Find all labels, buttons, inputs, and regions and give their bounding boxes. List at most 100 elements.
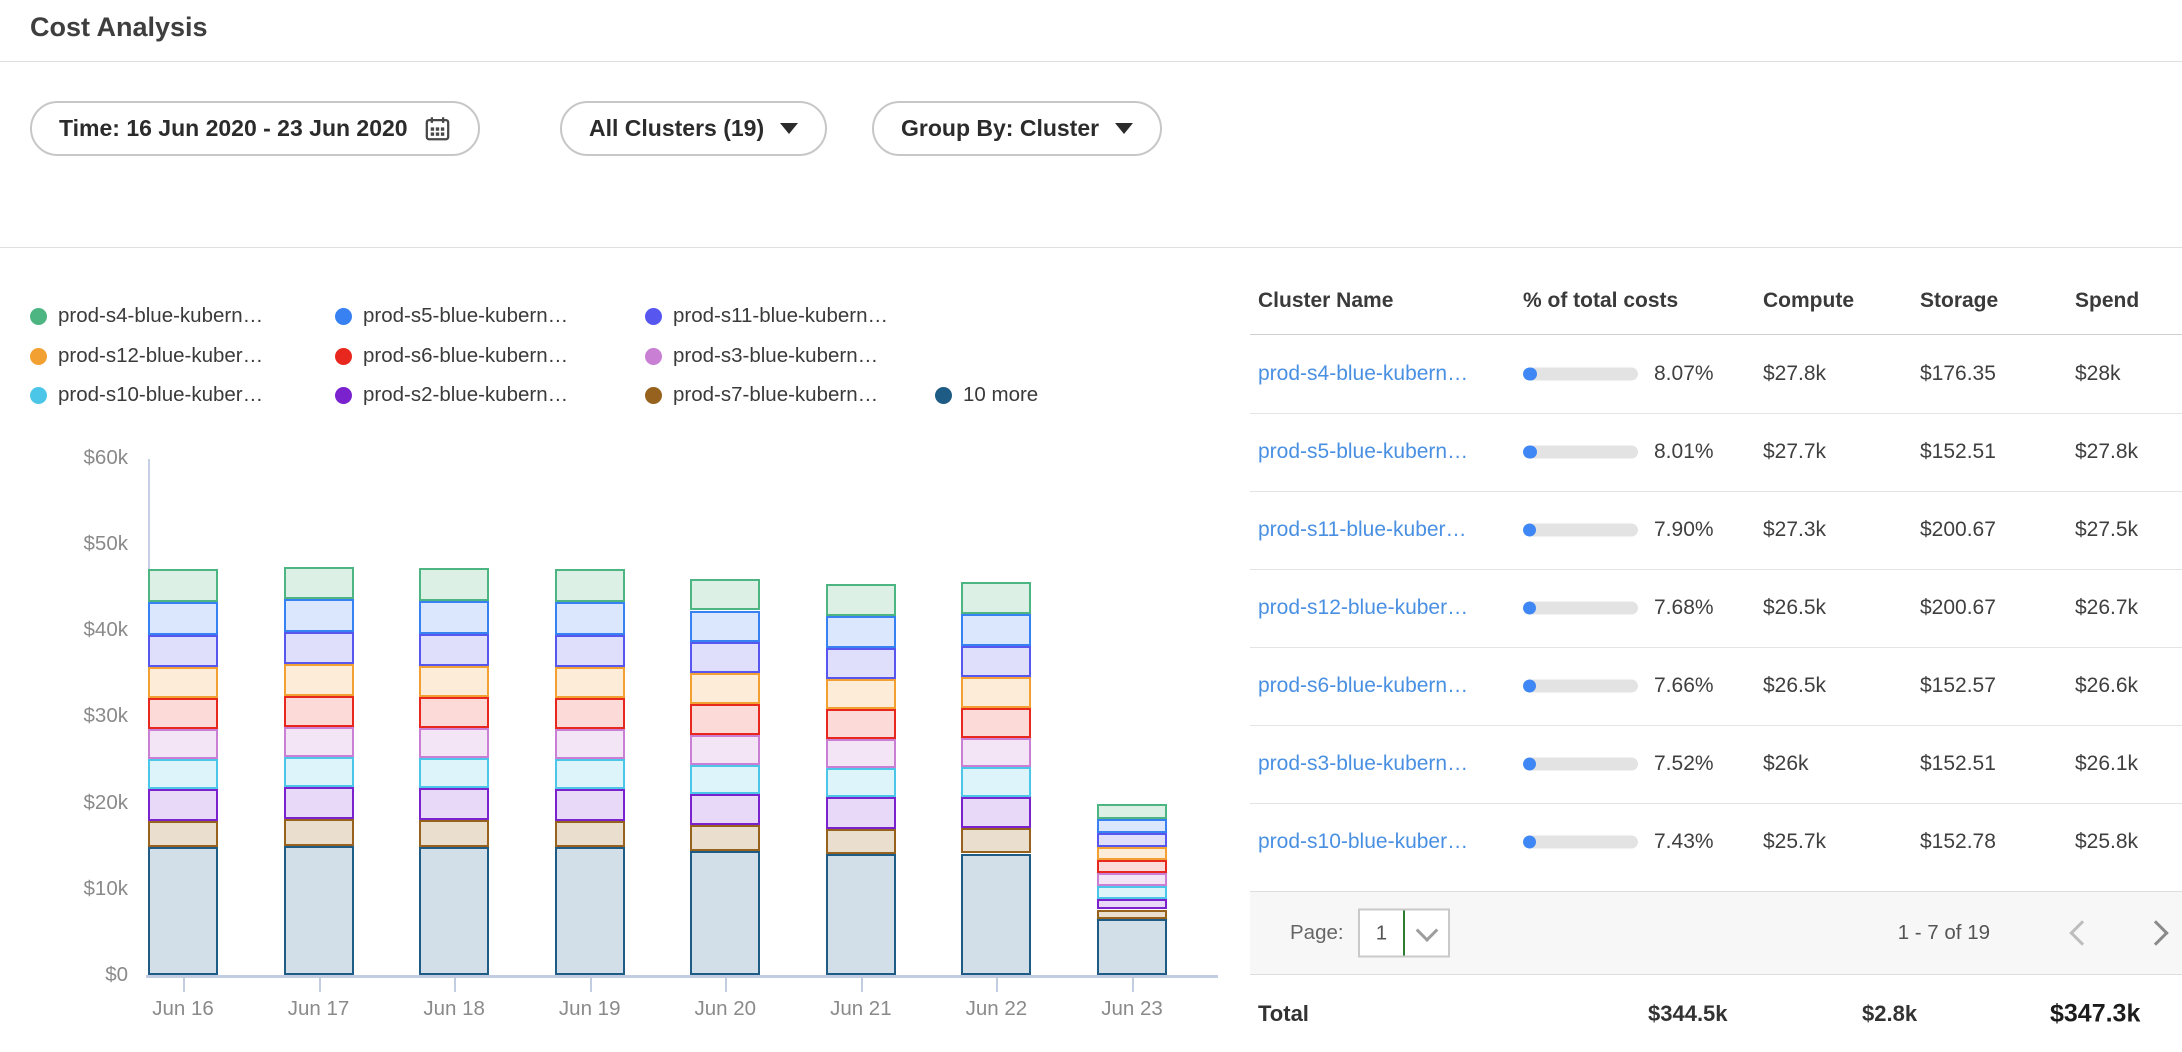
bar-segment[interactable] bbox=[419, 666, 489, 697]
legend-item[interactable]: prod-s5-blue-kubern… bbox=[335, 304, 568, 328]
legend-item[interactable]: prod-s4-blue-kubern… bbox=[30, 304, 263, 328]
bar-segment[interactable] bbox=[284, 567, 354, 600]
bar-segment[interactable] bbox=[961, 828, 1031, 854]
bar-segment[interactable] bbox=[555, 789, 625, 821]
legend-item[interactable]: prod-s2-blue-kubern… bbox=[335, 383, 568, 407]
bar-segment[interactable] bbox=[419, 568, 489, 601]
legend-item[interactable]: prod-s7-blue-kubern… bbox=[645, 383, 878, 407]
bar-segment[interactable] bbox=[1097, 910, 1167, 919]
bar-segment[interactable] bbox=[961, 767, 1031, 796]
bar-segment[interactable] bbox=[961, 582, 1031, 614]
legend-item[interactable]: prod-s12-blue-kuber… bbox=[30, 344, 263, 368]
bar-segment[interactable] bbox=[690, 735, 760, 765]
bar-segment[interactable] bbox=[148, 602, 218, 635]
bar-segment[interactable] bbox=[555, 847, 625, 975]
bar-segment[interactable] bbox=[961, 646, 1031, 677]
bar-segment[interactable] bbox=[148, 667, 218, 698]
bar-segment[interactable] bbox=[690, 704, 760, 734]
bar-segment[interactable] bbox=[284, 599, 354, 632]
bar-segment[interactable] bbox=[148, 729, 218, 759]
bar-segment[interactable] bbox=[961, 854, 1031, 975]
bar-segment[interactable] bbox=[555, 602, 625, 635]
bar-segment[interactable] bbox=[1097, 833, 1167, 847]
bar-segment[interactable] bbox=[555, 667, 625, 698]
bar-segment[interactable] bbox=[419, 634, 489, 666]
bar-segment[interactable] bbox=[555, 759, 625, 789]
bar-segment[interactable] bbox=[961, 614, 1031, 646]
bar-segment[interactable] bbox=[690, 642, 760, 673]
bar-segment[interactable] bbox=[826, 739, 896, 768]
bar-segment[interactable] bbox=[690, 851, 760, 975]
bar-segment[interactable] bbox=[1097, 847, 1167, 861]
bar-segment[interactable] bbox=[284, 664, 354, 696]
bar-segment[interactable] bbox=[826, 829, 896, 855]
bar-segment[interactable] bbox=[826, 768, 896, 797]
cluster-name-link[interactable]: prod-s10-blue-kuber… bbox=[1258, 830, 1468, 854]
cluster-name-link[interactable]: prod-s12-blue-kuber… bbox=[1258, 596, 1468, 620]
legend-item[interactable]: prod-s10-blue-kuber… bbox=[30, 383, 263, 407]
page-select[interactable]: 1 bbox=[1358, 909, 1450, 958]
bar-segment[interactable] bbox=[284, 787, 354, 819]
legend-item[interactable]: prod-s6-blue-kubern… bbox=[335, 344, 568, 368]
legend-item[interactable]: prod-s3-blue-kubern… bbox=[645, 344, 878, 368]
cluster-name-link[interactable]: prod-s11-blue-kuber… bbox=[1258, 518, 1467, 542]
next-page-button[interactable] bbox=[2136, 913, 2176, 953]
bar-segment[interactable] bbox=[690, 765, 760, 794]
bar-segment[interactable] bbox=[555, 729, 625, 759]
bar-segment[interactable] bbox=[1097, 919, 1167, 975]
bar-segment[interactable] bbox=[555, 821, 625, 848]
bar-segment[interactable] bbox=[1097, 886, 1167, 899]
time-range-filter-button[interactable]: Time: 16 Jun 2020 - 23 Jun 2020 bbox=[30, 101, 480, 156]
bar-segment[interactable] bbox=[961, 797, 1031, 828]
bar-segment[interactable] bbox=[284, 696, 354, 727]
bar-segment[interactable] bbox=[419, 847, 489, 975]
bar-segment[interactable] bbox=[690, 611, 760, 643]
bar-segment[interactable] bbox=[826, 648, 896, 679]
bar-segment[interactable] bbox=[961, 738, 1031, 767]
bar-segment[interactable] bbox=[826, 584, 896, 616]
cluster-name-link[interactable]: prod-s5-blue-kubern… bbox=[1258, 440, 1468, 464]
bar-segment[interactable] bbox=[961, 708, 1031, 738]
cluster-name-link[interactable]: prod-s3-blue-kubern… bbox=[1258, 752, 1468, 776]
bar-segment[interactable] bbox=[690, 794, 760, 825]
bar-segment[interactable] bbox=[826, 854, 896, 975]
bar-segment[interactable] bbox=[1097, 819, 1167, 833]
bar-segment[interactable] bbox=[419, 697, 489, 728]
bar-segment[interactable] bbox=[284, 846, 354, 975]
bar-segment[interactable] bbox=[1097, 873, 1167, 886]
bar-segment[interactable] bbox=[1097, 804, 1167, 819]
group-by-dropdown[interactable]: Group By: Cluster bbox=[872, 101, 1162, 156]
bar-segment[interactable] bbox=[284, 727, 354, 757]
cluster-name-link[interactable]: prod-s6-blue-kubern… bbox=[1258, 674, 1468, 698]
bar-segment[interactable] bbox=[148, 847, 218, 975]
bar-segment[interactable] bbox=[284, 757, 354, 787]
legend-item[interactable]: prod-s11-blue-kubern… bbox=[645, 304, 888, 328]
cluster-name-link[interactable]: prod-s4-blue-kubern… bbox=[1258, 362, 1468, 386]
bar-segment[interactable] bbox=[826, 797, 896, 828]
bar-segment[interactable] bbox=[1097, 899, 1167, 909]
bar-segment[interactable] bbox=[419, 758, 489, 788]
bar-segment[interactable] bbox=[826, 679, 896, 709]
bar-segment[interactable] bbox=[148, 569, 218, 602]
bar-segment[interactable] bbox=[148, 759, 218, 789]
bar-segment[interactable] bbox=[690, 825, 760, 851]
bar-segment[interactable] bbox=[419, 820, 489, 847]
bar-segment[interactable] bbox=[148, 821, 218, 848]
bar-segment[interactable] bbox=[284, 632, 354, 664]
bar-segment[interactable] bbox=[826, 709, 896, 739]
bar-segment[interactable] bbox=[419, 788, 489, 820]
bar-segment[interactable] bbox=[148, 635, 218, 667]
bar-segment[interactable] bbox=[555, 698, 625, 729]
previous-page-button[interactable] bbox=[2062, 913, 2102, 953]
bar-segment[interactable] bbox=[555, 569, 625, 602]
bar-segment[interactable] bbox=[148, 698, 218, 729]
bar-segment[interactable] bbox=[826, 616, 896, 648]
bar-segment[interactable] bbox=[961, 677, 1031, 708]
legend-item[interactable]: 10 more bbox=[935, 383, 1038, 407]
bar-segment[interactable] bbox=[284, 819, 354, 846]
bar-segment[interactable] bbox=[1097, 860, 1167, 873]
bar-segment[interactable] bbox=[690, 579, 760, 611]
clusters-filter-dropdown[interactable]: All Clusters (19) bbox=[560, 101, 827, 156]
bar-segment[interactable] bbox=[419, 601, 489, 634]
bar-segment[interactable] bbox=[690, 673, 760, 704]
